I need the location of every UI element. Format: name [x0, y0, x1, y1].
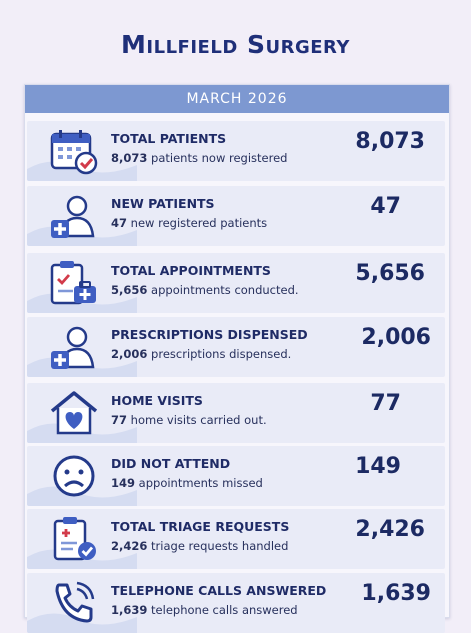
- stat-row-new-patients: NEW PATIENTS 47 new registered patients …: [27, 186, 445, 246]
- stat-value: 1,639: [361, 581, 431, 606]
- stat-row-total-triage-requests: TOTAL TRIAGE REQUESTS 2,426 triage reque…: [27, 509, 445, 569]
- stat-row-prescriptions-dispensed: PRESCRIPTIONS DISPENSED 2,006 prescripti…: [27, 317, 445, 377]
- stat-value: 2,006: [361, 325, 431, 350]
- calendar-check-icon: [50, 130, 98, 175]
- stat-row-total-appointments: TOTAL APPOINTMENTS 5,656 appointments co…: [27, 253, 445, 313]
- stat-label: TOTAL TRIAGE REQUESTS: [111, 519, 290, 534]
- stat-label: DID NOT ATTEND: [111, 456, 231, 471]
- stat-row-home-visits: HOME VISITS 77 home visits carried out. …: [27, 383, 445, 443]
- stat-description: 2,426 triage requests handled: [111, 539, 289, 553]
- stat-value: 47: [370, 194, 401, 219]
- stat-description: 1,639 telephone calls answered: [111, 603, 298, 617]
- phone-icon: [55, 581, 95, 623]
- stat-description: 149 appointments missed: [111, 476, 263, 490]
- month-header: MARCH 2026: [25, 85, 449, 113]
- page-title: Millfield Surgery: [121, 30, 350, 59]
- stat-value: 77: [370, 391, 401, 416]
- stat-description: 2,006 prescriptions dispensed.: [111, 347, 292, 361]
- clipboard-check-icon: [53, 517, 96, 561]
- stat-label: TELEPHONE CALLS ANSWERED: [111, 583, 327, 598]
- stat-row-telephone-calls-answered: TELEPHONE CALLS ANSWERED 1,639 telephone…: [27, 573, 445, 633]
- new-patient-icon: [51, 195, 95, 238]
- house-heart-icon: [50, 391, 98, 435]
- stat-value: 5,656: [355, 261, 425, 286]
- stat-label: PRESCRIPTIONS DISPENSED: [111, 327, 308, 342]
- clipboard-medkit-icon: [50, 261, 96, 305]
- patient-plus-icon: [51, 326, 95, 369]
- stat-row-total-patients: TOTAL PATIENTS 8,073 patients now regist…: [27, 121, 445, 181]
- stat-description: 77 home visits carried out.: [111, 413, 267, 427]
- stat-label: HOME VISITS: [111, 393, 203, 408]
- stat-description: 8,073 patients now registered: [111, 151, 288, 165]
- stat-description: 47 new registered patients: [111, 216, 268, 230]
- stats-card: MARCH 2026 TOTAL PATIENTS 8,073 patients…: [24, 84, 450, 633]
- stat-value: 8,073: [355, 129, 425, 154]
- sad-face-icon: [53, 455, 95, 497]
- stat-label: TOTAL PATIENTS: [111, 131, 227, 146]
- stat-value: 149: [355, 454, 401, 479]
- stat-row-did-not-attend: DID NOT ATTEND 149 appointments missed 1…: [27, 446, 445, 506]
- stat-label: NEW PATIENTS: [111, 196, 215, 211]
- stat-description: 5,656 appointments conducted.: [111, 283, 299, 297]
- stat-label: TOTAL APPOINTMENTS: [111, 263, 271, 278]
- stat-value: 2,426: [355, 517, 425, 542]
